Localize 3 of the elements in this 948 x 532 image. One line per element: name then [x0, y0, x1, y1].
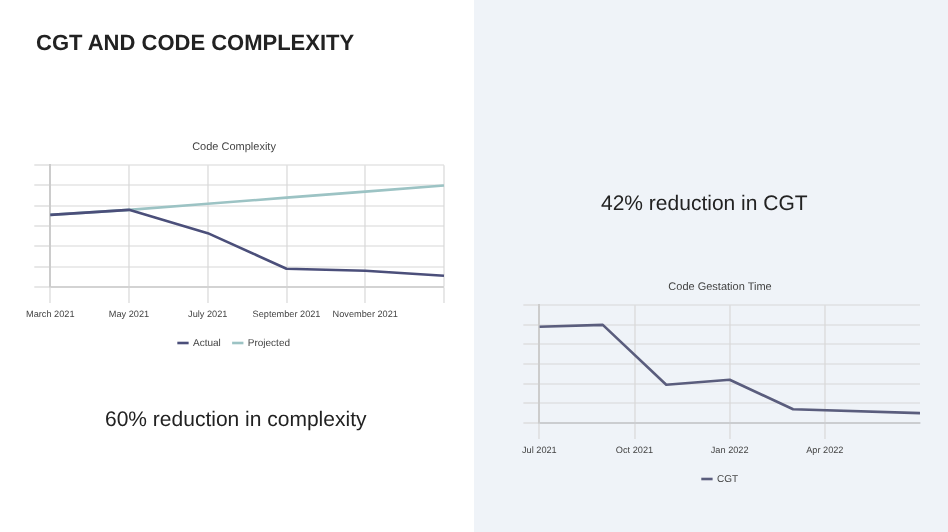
text: 42% reduction in CGT [601, 192, 808, 216]
text: CGT AND CODE COMPLEXITY [36, 32, 355, 56]
text: 60% reduction in complexity [105, 408, 367, 432]
